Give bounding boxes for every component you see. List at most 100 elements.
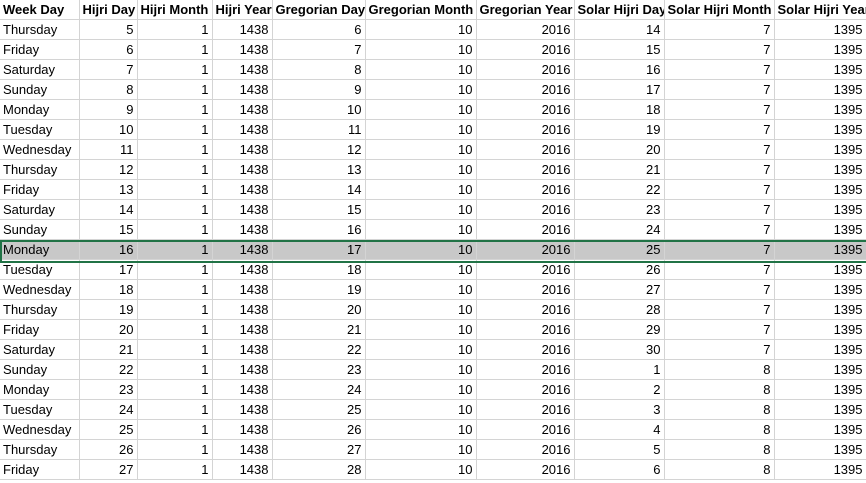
cell-hijri-year[interactable]: 1438 bbox=[212, 159, 273, 180]
cell-solar-hijri-month[interactable]: 7 bbox=[664, 99, 775, 120]
cell-gregorian-day[interactable]: 17 bbox=[272, 239, 366, 260]
column-header-solar-hijri-year[interactable]: Solar Hijri Year bbox=[774, 0, 866, 20]
cell-hijri-day[interactable]: 9 bbox=[79, 99, 138, 120]
cell-hijri-day[interactable]: 17 bbox=[79, 259, 138, 280]
cell-week-day[interactable]: Friday bbox=[0, 319, 80, 340]
cell-hijri-year[interactable]: 1438 bbox=[212, 439, 273, 460]
table-row[interactable]: Thursday 26 1 1438 27 10 2016 5 8 1395 bbox=[0, 439, 866, 460]
cell-gregorian-day[interactable]: 6 bbox=[272, 19, 366, 40]
cell-solar-hijri-month[interactable]: 7 bbox=[664, 219, 775, 240]
cell-gregorian-year[interactable]: 2016 bbox=[476, 339, 575, 360]
cell-solar-hijri-day[interactable]: 22 bbox=[574, 179, 665, 200]
cell-gregorian-year[interactable]: 2016 bbox=[476, 239, 575, 260]
cell-hijri-month[interactable]: 1 bbox=[137, 399, 213, 420]
cell-solar-hijri-day[interactable]: 2 bbox=[574, 379, 665, 400]
table-row[interactable]: Thursday 5 1 1438 6 10 2016 14 7 1395 bbox=[0, 19, 866, 40]
cell-gregorian-day[interactable]: 15 bbox=[272, 199, 366, 220]
cell-hijri-year[interactable]: 1438 bbox=[212, 379, 273, 400]
cell-hijri-month[interactable]: 1 bbox=[137, 219, 213, 240]
cell-solar-hijri-month[interactable]: 8 bbox=[664, 359, 775, 380]
cell-gregorian-year[interactable]: 2016 bbox=[476, 219, 575, 240]
cell-week-day[interactable]: Saturday bbox=[0, 199, 80, 220]
column-header-gregorian-month[interactable]: Gregorian Month bbox=[365, 0, 477, 20]
column-header-hijri-month[interactable]: Hijri Month bbox=[137, 0, 213, 20]
cell-week-day[interactable]: Wednesday bbox=[0, 419, 80, 440]
cell-gregorian-day[interactable]: 20 bbox=[272, 299, 366, 320]
cell-solar-hijri-month[interactable]: 7 bbox=[664, 339, 775, 360]
cell-week-day[interactable]: Tuesday bbox=[0, 259, 80, 280]
cell-hijri-month[interactable]: 1 bbox=[137, 379, 213, 400]
cell-week-day[interactable]: Thursday bbox=[0, 299, 80, 320]
column-header-solar-hijri-day[interactable]: Solar Hijri Day bbox=[574, 0, 665, 20]
cell-solar-hijri-day[interactable]: 29 bbox=[574, 319, 665, 340]
cell-week-day[interactable]: Friday bbox=[0, 459, 80, 480]
cell-hijri-day[interactable]: 22 bbox=[79, 359, 138, 380]
cell-gregorian-month[interactable]: 10 bbox=[365, 219, 477, 240]
cell-gregorian-day[interactable]: 13 bbox=[272, 159, 366, 180]
table-row[interactable]: Saturday 14 1 1438 15 10 2016 23 7 1395 bbox=[0, 199, 866, 220]
cell-hijri-year[interactable]: 1438 bbox=[212, 419, 273, 440]
cell-solar-hijri-day[interactable]: 27 bbox=[574, 279, 665, 300]
cell-week-day[interactable]: Saturday bbox=[0, 59, 80, 80]
cell-solar-hijri-year[interactable]: 1395 bbox=[774, 299, 866, 320]
cell-hijri-month[interactable]: 1 bbox=[137, 139, 213, 160]
cell-solar-hijri-month[interactable]: 7 bbox=[664, 299, 775, 320]
cell-hijri-day[interactable]: 10 bbox=[79, 119, 138, 140]
cell-gregorian-month[interactable]: 10 bbox=[365, 319, 477, 340]
cell-hijri-day[interactable]: 19 bbox=[79, 299, 138, 320]
cell-gregorian-year[interactable]: 2016 bbox=[476, 379, 575, 400]
column-header-solar-hijri-month[interactable]: Solar Hijri Month bbox=[664, 0, 775, 20]
cell-solar-hijri-month[interactable]: 8 bbox=[664, 439, 775, 460]
cell-hijri-month[interactable]: 1 bbox=[137, 319, 213, 340]
cell-solar-hijri-day[interactable]: 18 bbox=[574, 99, 665, 120]
cell-hijri-day[interactable]: 15 bbox=[79, 219, 138, 240]
cell-week-day[interactable]: Sunday bbox=[0, 79, 80, 100]
cell-solar-hijri-day[interactable]: 16 bbox=[574, 59, 665, 80]
cell-hijri-day[interactable]: 6 bbox=[79, 39, 138, 60]
cell-gregorian-year[interactable]: 2016 bbox=[476, 79, 575, 100]
cell-week-day[interactable]: Sunday bbox=[0, 359, 80, 380]
cell-solar-hijri-month[interactable]: 7 bbox=[664, 159, 775, 180]
cell-gregorian-month[interactable]: 10 bbox=[365, 439, 477, 460]
column-header-hijri-year[interactable]: Hijri Year bbox=[212, 0, 273, 20]
cell-hijri-day[interactable]: 13 bbox=[79, 179, 138, 200]
table-row[interactable]: Tuesday 10 1 1438 11 10 2016 19 7 1395 bbox=[0, 119, 866, 140]
cell-hijri-year[interactable]: 1438 bbox=[212, 359, 273, 380]
cell-hijri-year[interactable]: 1438 bbox=[212, 239, 273, 260]
cell-solar-hijri-year[interactable]: 1395 bbox=[774, 99, 866, 120]
cell-gregorian-month[interactable]: 10 bbox=[365, 179, 477, 200]
table-row[interactable]: Monday 9 1 1438 10 10 2016 18 7 1395 bbox=[0, 99, 866, 120]
cell-week-day[interactable]: Monday bbox=[0, 239, 80, 260]
cell-solar-hijri-year[interactable]: 1395 bbox=[774, 239, 866, 260]
cell-hijri-day[interactable]: 8 bbox=[79, 79, 138, 100]
cell-solar-hijri-day[interactable]: 4 bbox=[574, 419, 665, 440]
cell-hijri-month[interactable]: 1 bbox=[137, 19, 213, 40]
table-row[interactable]: Friday 27 1 1438 28 10 2016 6 8 1395 bbox=[0, 459, 866, 480]
cell-solar-hijri-day[interactable]: 3 bbox=[574, 399, 665, 420]
cell-gregorian-day[interactable]: 19 bbox=[272, 279, 366, 300]
cell-gregorian-month[interactable]: 10 bbox=[365, 279, 477, 300]
cell-solar-hijri-month[interactable]: 7 bbox=[664, 79, 775, 100]
cell-gregorian-year[interactable]: 2016 bbox=[476, 159, 575, 180]
cell-solar-hijri-month[interactable]: 7 bbox=[664, 239, 775, 260]
cell-gregorian-day[interactable]: 23 bbox=[272, 359, 366, 380]
table-row[interactable]: Thursday 19 1 1438 20 10 2016 28 7 1395 bbox=[0, 299, 866, 320]
cell-hijri-year[interactable]: 1438 bbox=[212, 59, 273, 80]
cell-gregorian-year[interactable]: 2016 bbox=[476, 59, 575, 80]
cell-solar-hijri-day[interactable]: 1 bbox=[574, 359, 665, 380]
cell-gregorian-day[interactable]: 28 bbox=[272, 459, 366, 480]
cell-solar-hijri-year[interactable]: 1395 bbox=[774, 279, 866, 300]
cell-solar-hijri-day[interactable]: 5 bbox=[574, 439, 665, 460]
table-row[interactable]: Monday 16 1 1438 17 10 2016 25 7 1395 bbox=[0, 239, 866, 260]
cell-gregorian-month[interactable]: 10 bbox=[365, 159, 477, 180]
cell-gregorian-month[interactable]: 10 bbox=[365, 59, 477, 80]
cell-hijri-day[interactable]: 24 bbox=[79, 399, 138, 420]
cell-gregorian-year[interactable]: 2016 bbox=[476, 99, 575, 120]
cell-hijri-month[interactable]: 1 bbox=[137, 39, 213, 60]
cell-hijri-month[interactable]: 1 bbox=[137, 239, 213, 260]
cell-hijri-month[interactable]: 1 bbox=[137, 359, 213, 380]
cell-gregorian-month[interactable]: 10 bbox=[365, 19, 477, 40]
cell-gregorian-day[interactable]: 21 bbox=[272, 319, 366, 340]
cell-solar-hijri-day[interactable]: 28 bbox=[574, 299, 665, 320]
cell-solar-hijri-year[interactable]: 1395 bbox=[774, 159, 866, 180]
